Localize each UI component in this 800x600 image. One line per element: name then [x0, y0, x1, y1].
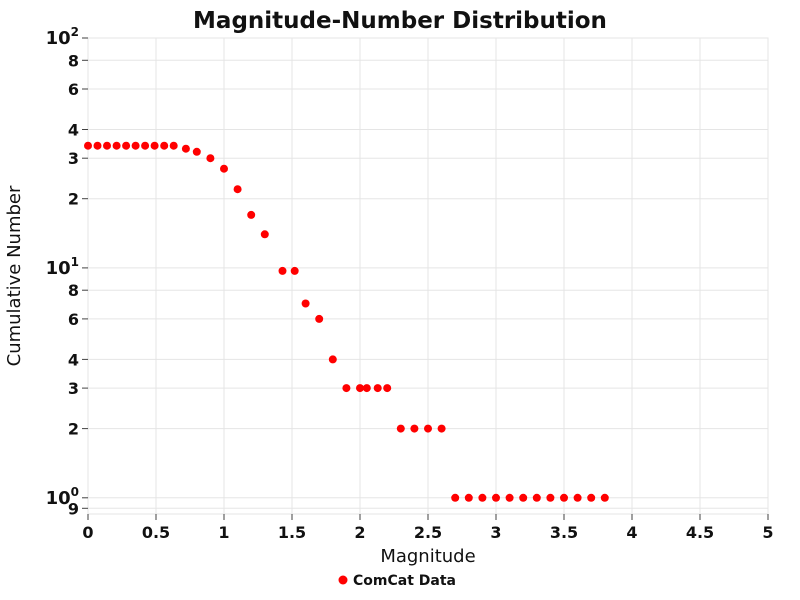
data-point [532, 493, 541, 502]
x-tick-label: 0 [82, 523, 93, 542]
grid-layer [87, 37, 769, 515]
data-point [451, 493, 460, 502]
x-tick-label: 4.5 [686, 523, 714, 542]
data-point [181, 144, 190, 153]
data-point [169, 141, 178, 150]
x-tick-label: 5 [762, 523, 773, 542]
y-tick-label: 8 [68, 51, 79, 70]
data-point [373, 384, 382, 393]
data-point [587, 493, 596, 502]
data-point [424, 424, 432, 433]
data-point [122, 141, 131, 150]
data-point [437, 424, 446, 433]
data-point [315, 314, 324, 323]
y-tick-label: 8 [68, 281, 79, 300]
data-point [220, 164, 228, 173]
y-tick-label: 2 [68, 420, 79, 439]
data-point [573, 493, 582, 502]
data-point [478, 493, 487, 502]
data-point [464, 493, 473, 502]
data-point [206, 154, 215, 163]
data-point [519, 493, 528, 502]
chart-title: Magnitude-Number Distribution [193, 8, 607, 34]
data-point [505, 493, 514, 502]
y-tick-label: 4 [68, 350, 79, 369]
data-point [84, 141, 92, 150]
x-tick-label: 1 [218, 523, 229, 542]
legend[interactable]: ComCat Data [338, 573, 456, 589]
data-point [600, 493, 609, 502]
y-tick-label: 101 [46, 255, 79, 279]
y-tick-label: 2 [68, 190, 79, 209]
data-point [131, 141, 140, 150]
x-tick-label: 0.5 [142, 523, 170, 542]
data-point [260, 230, 269, 239]
y-tick-label: 6 [68, 310, 79, 329]
legend-label: ComCat Data [353, 573, 456, 589]
data-point [410, 424, 419, 433]
data-point [492, 493, 500, 502]
data-point [301, 299, 310, 308]
data-point [328, 355, 337, 364]
data-point [560, 493, 568, 502]
data-point [362, 384, 371, 393]
data-point [160, 141, 169, 150]
y-tick-label: 100 [46, 485, 79, 509]
data-point [103, 141, 111, 150]
x-tick-label: 3 [490, 523, 501, 542]
y-tick-label: 6 [68, 80, 79, 99]
data-point [233, 185, 242, 194]
data-point [356, 384, 364, 393]
y-axis-label: Cumulative Number [4, 185, 25, 366]
data-point [546, 493, 555, 502]
x-tick-label: 2 [354, 523, 365, 542]
data-point [141, 141, 150, 150]
y-tick-label: 3 [68, 379, 79, 398]
data-point [383, 384, 392, 393]
data-point [342, 384, 351, 393]
data-point [150, 141, 159, 150]
points-layer [84, 141, 609, 502]
x-tick-label: 3.5 [550, 523, 578, 542]
data-point [192, 147, 201, 156]
y-tick-label: 3 [68, 149, 79, 168]
axis-layer: 0 0.5 1 1.5 2 2.5 3 3.5 4 4.5 5 102 8 6 4 3 2 101 8 6 4 3 2 100… [46, 25, 774, 542]
data-point [290, 266, 299, 275]
x-tick-label: 2.5 [414, 523, 442, 542]
data-point [278, 266, 287, 275]
x-tick-label: 4 [626, 523, 637, 542]
data-point [247, 210, 256, 219]
y-tick-label: 102 [46, 25, 79, 49]
x-axis-label: Magnitude [380, 546, 475, 567]
data-point [112, 141, 121, 150]
y-tick-label: 9 [68, 499, 79, 518]
x-tick-label: 1.5 [278, 523, 306, 542]
legend-marker-icon [338, 575, 348, 585]
data-point [93, 141, 102, 150]
data-point [396, 424, 405, 433]
y-tick-label: 4 [68, 121, 79, 140]
